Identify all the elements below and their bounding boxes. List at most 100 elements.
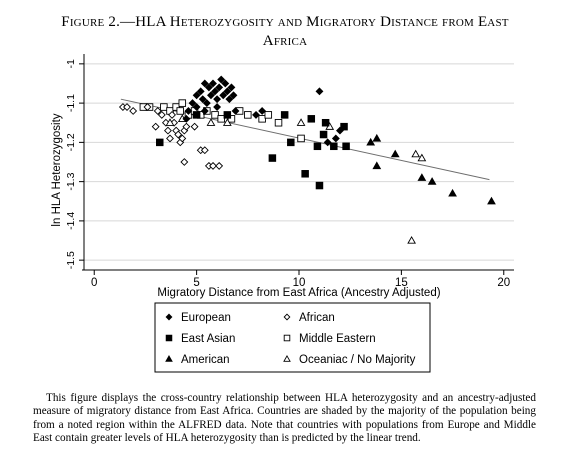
point-european-30: [231, 107, 240, 115]
plot-area: -1.5 -1.4 -1.3 -1.2 -1.1 -1 0 5 10 15 20 Migratory …: [51, 54, 514, 299]
point-european-9: [207, 91, 215, 100]
point-african-5: [157, 110, 166, 119]
point-european-28: [331, 134, 340, 143]
point-middle-eastern-2: [160, 103, 168, 111]
legend-marker-european: [165, 313, 173, 321]
legend-label-american: American: [181, 354, 230, 366]
point-american-6: [448, 188, 457, 197]
figure-title-line-2: Africa: [262, 33, 308, 49]
legend: European African East Asian Middle Eastern A…: [154, 302, 431, 373]
point-african-22: [209, 161, 217, 170]
point-european-24: [252, 110, 260, 119]
point-east-asian-6: [301, 170, 309, 178]
point-east-asian-7: [307, 115, 316, 123]
x-tick-label-2: 10: [293, 277, 306, 289]
y-tick-label-5: -1: [65, 59, 77, 68]
figure-title: Figure 2.—HLA Heterozygosity and Migrato…: [20, 13, 550, 51]
figure-caption: This figure displays the cross-country r…: [33, 392, 536, 444]
point-european-0: [184, 107, 193, 115]
point-african-4: [153, 107, 162, 115]
point-middle-eastern-11: [211, 111, 219, 119]
y-tick-label-3: -1.2: [65, 133, 77, 151]
x-tick-label-4: 20: [497, 277, 510, 289]
y-axis-title: ln HLA Heterozygosity: [51, 113, 63, 226]
point-european-11: [211, 87, 219, 96]
x-tick-label-1: 5: [193, 277, 199, 289]
point-middle-eastern-18: [274, 118, 283, 127]
figure-title-line-1: Figure 2.—HLA Heterozygosity and Migrato…: [61, 14, 509, 30]
point-east-asian-5: [287, 138, 295, 147]
point-european-12: [213, 95, 222, 104]
point-african-2: [129, 107, 138, 115]
point-middle-eastern-19: [297, 134, 305, 143]
point-european-20: [229, 91, 238, 100]
point-african-24: [151, 122, 160, 131]
y-tick-label-1: -1.4: [65, 212, 77, 230]
point-european-14: [217, 75, 226, 84]
point-european-2: [192, 91, 201, 100]
scatter-chart: -1.5 -1.4 -1.3 -1.2 -1.1 -1 0 5 10 15 20 Migratory …: [51, 54, 514, 373]
point-african-13: [178, 134, 187, 143]
point-middle-eastern-5: [176, 107, 184, 115]
x-tick-label-0: 0: [91, 277, 97, 289]
point-african-20: [200, 146, 209, 155]
point-middle-eastern-12: [217, 115, 225, 123]
x-tick-label-3: 15: [395, 277, 408, 289]
point-middle-eastern-4: [172, 103, 180, 111]
point-african-15: [182, 122, 191, 131]
y-tick-label-2: -1.3: [65, 172, 77, 190]
legend-label-oceaniac-no-majority: Oceaniac / No Majority: [299, 354, 416, 366]
point-east-asian-13: [342, 142, 350, 151]
legend-label-african: African: [299, 312, 335, 324]
point-east-asian-8: [313, 142, 322, 151]
point-african-16: [168, 110, 176, 119]
point-american-7: [487, 196, 496, 205]
point-european-13: [215, 83, 224, 92]
legend-marker-middle-eastern: [283, 334, 291, 342]
point-east-asian-2: [223, 111, 232, 119]
point-african-17: [180, 158, 189, 166]
point-oceaniac-no-majority-7: [417, 153, 427, 162]
point-european-15: [219, 91, 228, 100]
point-european-18: [225, 95, 234, 104]
point-african-18: [190, 122, 199, 131]
point-american-4: [417, 173, 427, 181]
point-american-2: [372, 161, 382, 170]
point-east-asian-3: [268, 154, 277, 162]
point-european-8: [204, 83, 213, 92]
point-european-7: [202, 99, 211, 108]
point-european-17: [223, 87, 232, 96]
point-european-25: [258, 107, 267, 115]
point-european-19: [227, 83, 236, 92]
point-middle-eastern-13: [227, 115, 236, 123]
point-african-3: [143, 103, 152, 111]
y-tick-label-0: -1.5: [65, 251, 77, 269]
point-oceaniac-no-majority-3: [222, 118, 232, 126]
point-east-asian-10: [321, 118, 330, 127]
point-east-asian-0: [156, 138, 164, 147]
point-european-29: [336, 126, 344, 135]
point-african-8: [166, 134, 174, 143]
point-oceaniac-no-majority-6: [411, 149, 421, 158]
legend-marker-african: [283, 313, 291, 321]
point-african-23: [215, 161, 224, 170]
point-oceaniac-no-majority-4: [296, 118, 306, 126]
point-european-23: [182, 114, 191, 123]
point-european-26: [315, 87, 324, 96]
legend-marker-oceaniac-no-majority: [283, 355, 291, 362]
point-european-16: [221, 79, 230, 88]
point-east-asian-1: [192, 111, 201, 119]
point-european-5: [198, 95, 207, 104]
point-european-27: [323, 138, 332, 147]
legend-label-european: European: [181, 312, 231, 324]
legend-marker-american: [165, 355, 173, 362]
point-american-0: [366, 137, 376, 146]
point-east-asian-4: [280, 111, 289, 119]
point-european-6: [200, 107, 209, 115]
point-european-21: [200, 79, 209, 88]
point-african-1: [123, 103, 131, 111]
point-american-1: [372, 133, 382, 142]
point-american-5: [427, 177, 437, 185]
y-tick-label-4: -1.1: [65, 94, 77, 112]
point-european-4: [196, 87, 205, 96]
